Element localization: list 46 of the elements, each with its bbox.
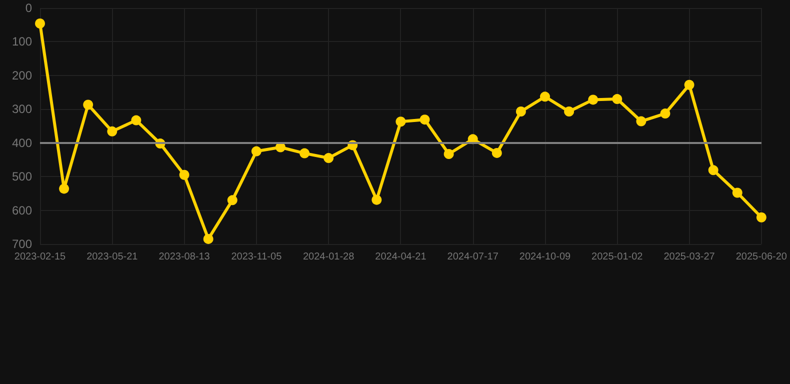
point [420, 114, 430, 125]
point [444, 148, 454, 159]
point [35, 18, 45, 29]
x-tick-label: 2023-02-15 [14, 252, 66, 262]
point [588, 94, 598, 105]
point [59, 184, 70, 194]
point [708, 165, 718, 176]
x-tick-label: 2024-10-09 [519, 252, 572, 262]
point [227, 195, 238, 206]
point [540, 92, 550, 102]
y-tick-label: 0 [25, 1, 32, 15]
point [179, 170, 190, 180]
y-tick-label: 100 [12, 34, 32, 49]
point [612, 94, 622, 104]
x-tick-label: 2025-06-20 [736, 252, 788, 262]
point [492, 148, 502, 158]
y-tick-label: 400 [12, 136, 32, 150]
y-tick-label: 600 [12, 203, 32, 218]
point [732, 188, 742, 198]
point [564, 106, 574, 116]
x-tick-label: 2023-11-05 [231, 252, 282, 262]
point [300, 148, 310, 158]
y-tick-label: 300 [12, 102, 32, 116]
x-tick-label: 2024-07-17 [447, 252, 499, 262]
point [684, 80, 694, 90]
point [756, 212, 766, 222]
x-tick-label: 2023-05-21 [86, 252, 138, 262]
point [83, 100, 94, 110]
point [636, 116, 646, 126]
x-tick-label: 2025-01-02 [592, 252, 644, 262]
x-tick-label: 2025-03-27 [664, 252, 716, 262]
point [324, 153, 334, 164]
point [107, 126, 118, 136]
point [251, 146, 262, 156]
point [203, 234, 214, 244]
point [516, 106, 526, 116]
point [131, 115, 142, 126]
x-tick-label: 2024-04-21 [375, 252, 427, 262]
y-tick-label: 500 [12, 170, 32, 184]
x-tick-label: 2024-01-28 [302, 252, 355, 262]
y-tick-label: 200 [12, 68, 32, 82]
x-tick-label: 2023-08-13 [158, 252, 210, 262]
point [660, 108, 670, 119]
point [372, 194, 382, 205]
point [396, 116, 406, 127]
y-tick-label: 700 [12, 237, 32, 251]
